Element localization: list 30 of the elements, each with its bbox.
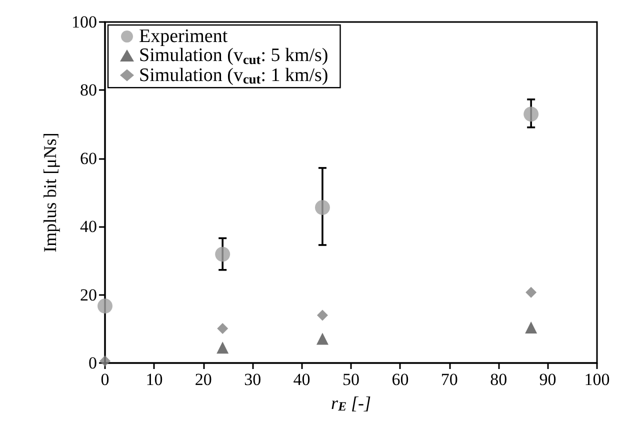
- point: [525, 322, 538, 334]
- point: [316, 332, 328, 345]
- legend-label: Experiment: [139, 26, 228, 47]
- x-tick-label: 50: [342, 370, 360, 389]
- y-tick-label: 100: [72, 12, 97, 32]
- point: [526, 286, 537, 298]
- y-tick-label: 80: [80, 80, 97, 100]
- x-tick-label: 10: [146, 370, 163, 389]
- point: [524, 106, 539, 122]
- x-tick-label: 0: [100, 370, 110, 389]
- x-tick-label: 70: [440, 370, 458, 389]
- x-tick-label: 90: [539, 370, 556, 389]
- y-tick-label: 20: [80, 285, 97, 304]
- y-tick-label: 40: [80, 217, 97, 236]
- point: [98, 298, 112, 314]
- x-tick-label: 30: [244, 370, 262, 389]
- y-tick-label: 60: [80, 148, 97, 168]
- x-tick-label: 100: [584, 370, 610, 389]
- point: [314, 200, 330, 215]
- x-tick-label: 80: [490, 370, 508, 389]
- point: [217, 323, 228, 334]
- x-tick-label: 40: [293, 370, 310, 389]
- point: [216, 342, 229, 354]
- x-tick-label: 60: [392, 370, 409, 389]
- y-axis-title: Implus bit [μNs]: [40, 132, 60, 252]
- point: [316, 310, 328, 321]
- x-tick-label: 20: [194, 370, 212, 389]
- point: [215, 246, 230, 262]
- y-tick-label: 0: [88, 354, 97, 372]
- x-axis-title: rE [-]: [331, 393, 371, 414]
